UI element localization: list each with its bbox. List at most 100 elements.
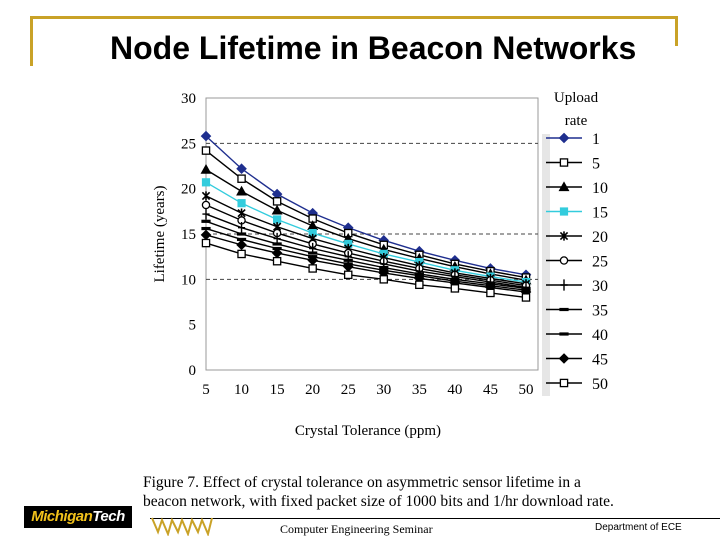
series-30 bbox=[202, 208, 530, 294]
point-40-5 bbox=[201, 226, 211, 231]
point-50-10 bbox=[237, 249, 246, 259]
point-30-5 bbox=[202, 208, 210, 220]
point-30-15 bbox=[273, 232, 281, 245]
series-line-25 bbox=[205, 204, 527, 287]
y-tick-5: 5 bbox=[189, 318, 197, 334]
y-tick-10: 10 bbox=[181, 272, 196, 288]
legend-label-15: 15 bbox=[592, 205, 608, 222]
point-45-10 bbox=[236, 239, 247, 251]
legend-marker-1 bbox=[558, 132, 570, 144]
footer-seminar: Computer Engineering Seminar bbox=[280, 522, 433, 536]
x-tick-30: 30 bbox=[376, 382, 391, 398]
logo-text-michigan: Michigan bbox=[31, 508, 93, 525]
legend-marker-40 bbox=[559, 332, 569, 336]
legend-title-line1: Upload bbox=[554, 90, 599, 106]
series-line-10 bbox=[205, 169, 527, 281]
point-50-45 bbox=[486, 288, 495, 298]
legend-label-30: 30 bbox=[592, 278, 608, 295]
point-50-50 bbox=[521, 293, 531, 302]
point-35-10 bbox=[236, 232, 247, 236]
point-30-10 bbox=[237, 222, 246, 234]
legend-item-35: 35 bbox=[546, 303, 608, 320]
legend-label-50: 50 bbox=[592, 376, 608, 393]
series-line-20 bbox=[205, 195, 527, 285]
series-line-45 bbox=[205, 234, 527, 293]
legend-item-1: 1 bbox=[546, 131, 600, 148]
point-1-5 bbox=[200, 130, 212, 142]
point-10-10 bbox=[236, 185, 248, 196]
legend-item-10: 10 bbox=[546, 180, 608, 197]
point-10-5 bbox=[200, 164, 212, 174]
michigan-tech-logo: MichiganTech bbox=[24, 506, 132, 528]
legend-marker-30 bbox=[560, 279, 568, 291]
point-50-35 bbox=[415, 280, 424, 290]
legend-shade bbox=[542, 134, 550, 396]
slide-title: Node Lifetime in Beacon Networks bbox=[110, 30, 637, 66]
legend-label-40: 40 bbox=[592, 327, 608, 344]
point-5-10 bbox=[237, 174, 246, 183]
point-50-25 bbox=[343, 270, 353, 280]
point-50-30 bbox=[379, 275, 389, 284]
series-line-1 bbox=[205, 135, 527, 276]
legend-item-45: 45 bbox=[546, 352, 608, 369]
point-15-15 bbox=[273, 215, 282, 224]
point-25-5 bbox=[201, 200, 211, 210]
legend-label-10: 10 bbox=[592, 180, 608, 197]
series-line-40 bbox=[205, 227, 527, 291]
y-axis-label: Lifetime (years) bbox=[152, 185, 168, 282]
x-tick-15: 15 bbox=[270, 382, 285, 398]
series-line-35 bbox=[205, 220, 527, 290]
legend-marker-45 bbox=[558, 353, 570, 364]
point-15-5 bbox=[201, 178, 211, 187]
x-tick-25: 25 bbox=[341, 382, 356, 398]
legend-item-50: 50 bbox=[546, 376, 608, 393]
x-tick-35: 35 bbox=[412, 382, 427, 398]
legend-item-5: 5 bbox=[546, 156, 600, 173]
point-35-20 bbox=[308, 251, 318, 255]
legend-item-40: 40 bbox=[546, 327, 608, 344]
series-line-5 bbox=[205, 150, 527, 279]
y-tick-30: 30 bbox=[181, 91, 196, 107]
x-tick-45: 45 bbox=[483, 382, 498, 398]
frame-left-rule bbox=[30, 16, 33, 66]
series-line-30 bbox=[205, 213, 527, 289]
frame-top-rule bbox=[30, 16, 678, 19]
series-line-15 bbox=[205, 181, 527, 283]
x-tick-20: 20 bbox=[305, 382, 320, 398]
x-tick-40: 40 bbox=[447, 382, 462, 398]
legend-marker-10 bbox=[558, 181, 570, 192]
point-35-5 bbox=[201, 219, 211, 223]
point-50-40 bbox=[450, 284, 460, 293]
x-tick-5: 5 bbox=[202, 382, 210, 398]
legend-label-25: 25 bbox=[592, 254, 608, 271]
footer-rule bbox=[150, 518, 720, 519]
legend-label-35: 35 bbox=[592, 303, 608, 320]
legend-marker-20 bbox=[559, 231, 569, 241]
wave-decoration-icon bbox=[151, 517, 213, 536]
figure-caption: Figure 7. Effect of crystal tolerance on… bbox=[143, 473, 663, 511]
footer-department: Department of ECE bbox=[595, 522, 682, 533]
series-50 bbox=[201, 238, 531, 302]
series-line-50 bbox=[205, 242, 527, 299]
legend-item-25: 25 bbox=[546, 254, 608, 271]
point-20-5 bbox=[201, 191, 211, 201]
y-tick-20: 20 bbox=[181, 182, 196, 198]
x-tick-50: 50 bbox=[519, 382, 534, 398]
series-layer bbox=[200, 130, 532, 302]
y-tick-25: 25 bbox=[181, 136, 196, 152]
legend-label-5: 5 bbox=[592, 156, 600, 173]
y-tick-15: 15 bbox=[181, 227, 196, 243]
y-tick-labels: 0 5 10 15 20 25 30 bbox=[181, 91, 196, 379]
legend-marker-50 bbox=[559, 378, 569, 388]
point-5-5 bbox=[201, 146, 211, 155]
point-50-5 bbox=[201, 238, 211, 248]
point-10-15 bbox=[271, 204, 283, 215]
point-35-30 bbox=[379, 265, 389, 270]
legend-item-15: 15 bbox=[546, 205, 608, 222]
logo-text-tech: Tech bbox=[92, 508, 125, 525]
point-15-10 bbox=[237, 199, 246, 208]
point-50-15 bbox=[272, 256, 282, 266]
point-35-15 bbox=[272, 242, 282, 246]
